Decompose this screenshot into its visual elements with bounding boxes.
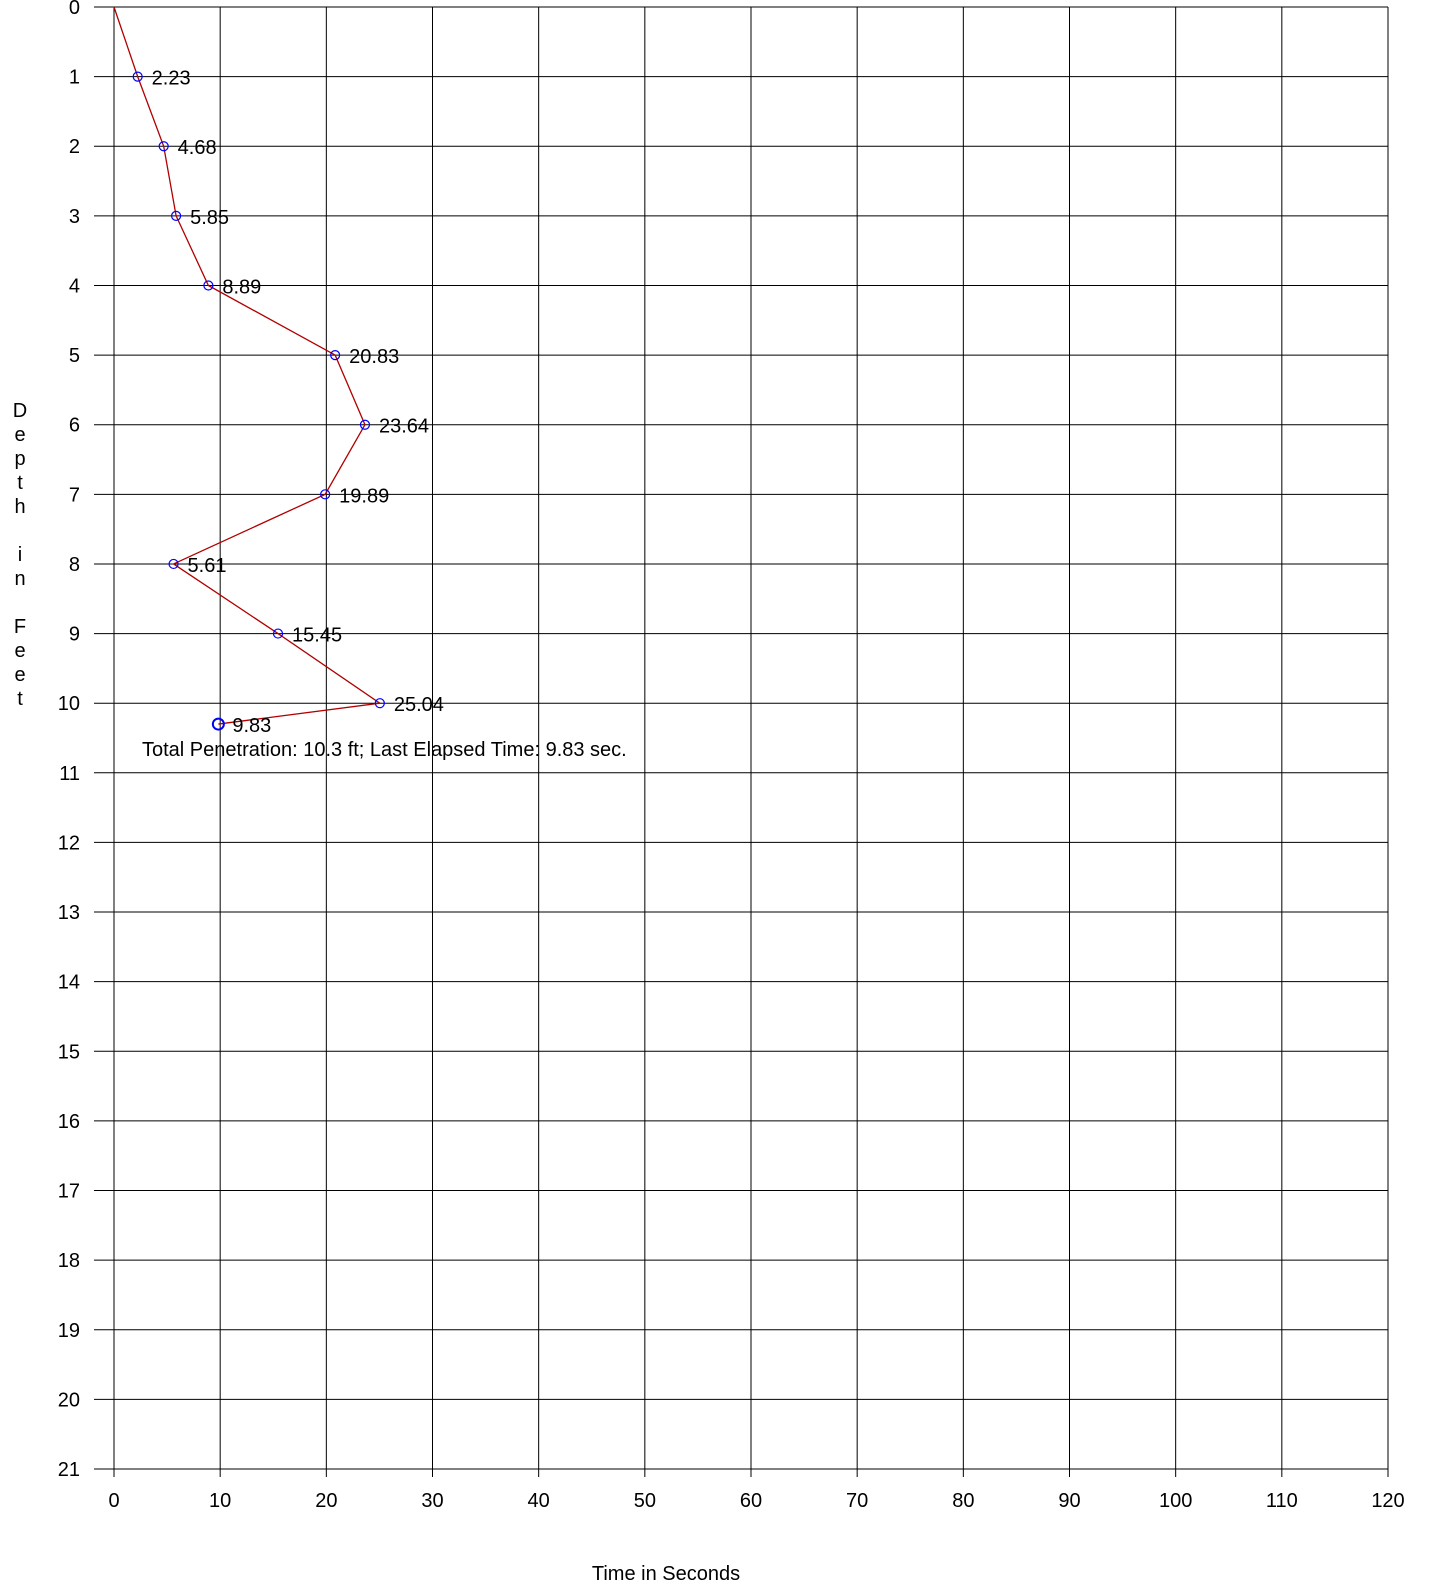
y-tick-label: 8 [69, 554, 80, 576]
y-tick-label: 14 [58, 972, 80, 994]
data-point [359, 419, 371, 430]
y-axis-title-char: h [14, 496, 25, 518]
y-axis-title-char: e [14, 424, 25, 446]
x-axis-title: Time in Seconds [592, 1563, 740, 1585]
data-label: 5.85 [190, 207, 229, 229]
y-axis-title-char: p [14, 448, 25, 470]
y-tick-label: 10 [58, 693, 80, 715]
y-tick-label: 18 [58, 1250, 80, 1272]
x-tick-label: 40 [528, 1490, 550, 1512]
data-label: 2.23 [152, 68, 191, 90]
data-point [171, 210, 182, 221]
data-point [320, 489, 331, 500]
x-tick-label: 90 [1058, 1490, 1080, 1512]
data-label: 9.83 [232, 715, 271, 737]
y-tick-label: 3 [69, 206, 80, 228]
data-label: 5.61 [188, 555, 227, 577]
y-tick-label: 15 [58, 1041, 80, 1063]
data-labels: 2.23 4.68 5.85 8.89 20.83 23.64 19.89 5.61 15.45… [152, 68, 444, 737]
y-tick-label: 7 [69, 484, 80, 506]
x-tick-label: 120 [1371, 1490, 1404, 1512]
data-point [272, 628, 284, 639]
grid [94, 6, 1389, 1477]
total-penetration-annotation: Total Penetration: 10.3 ft; Last Elapsed… [142, 739, 627, 761]
x-tick-label: 30 [421, 1490, 443, 1512]
data-label: 15.45 [292, 625, 342, 647]
data-label: 19.89 [339, 485, 389, 507]
data-point [158, 141, 169, 152]
y-axis-title-char: i [18, 544, 22, 566]
y-tick-label: 19 [58, 1320, 80, 1342]
x-tick-label: 60 [740, 1490, 762, 1512]
tick-labels: 0 10 20 30 40 50 60 70 80 90 100 110 120012345678910… [58, 0, 1405, 1512]
y-tick-label: 5 [69, 345, 80, 367]
x-tick-label: 10 [209, 1490, 231, 1512]
x-tick-label: 0 [108, 1490, 119, 1512]
x-tick-label: 100 [1159, 1490, 1192, 1512]
series-group [113, 6, 385, 731]
y-tick-label: 20 [58, 1389, 80, 1411]
y-axis-title-char: e [14, 640, 25, 662]
data-point [374, 698, 385, 709]
data-point [211, 717, 225, 731]
data-label: 20.83 [349, 346, 399, 368]
data-point [132, 71, 143, 82]
y-tick-label: 0 [69, 0, 80, 19]
y-axis-title-char: F [14, 616, 26, 638]
y-axis-title-char: e [14, 664, 25, 686]
y-tick-label: 21 [58, 1459, 80, 1481]
data-point [330, 349, 341, 361]
y-tick-label: 16 [58, 1111, 80, 1133]
data-label: 25.04 [394, 694, 444, 716]
data-label: 8.89 [222, 276, 261, 298]
y-axis-title-char: t [17, 472, 23, 494]
y-tick-label: 17 [58, 1181, 80, 1203]
y-tick-label: 11 [59, 763, 80, 785]
y-tick-label: 12 [58, 832, 80, 854]
y-tick-label: 2 [69, 136, 80, 158]
x-tick-label: 20 [315, 1490, 337, 1512]
y-tick-label: 13 [58, 902, 80, 924]
data-label: 4.68 [178, 137, 217, 159]
y-tick-label: 4 [69, 275, 80, 297]
y-axis-title-char: t [17, 688, 23, 710]
data-point [168, 558, 179, 570]
data-point [203, 280, 214, 291]
y-tick-label: 9 [69, 624, 80, 646]
y-axis-title-char: n [14, 568, 25, 590]
data-label: 23.64 [379, 416, 429, 438]
y-axis-title-char: D [13, 400, 27, 422]
x-tick-label: 70 [846, 1490, 868, 1512]
x-tick-label: 110 [1266, 1490, 1298, 1512]
x-tick-label: 80 [952, 1490, 974, 1512]
series-line [113, 6, 382, 725]
x-tick-label: 50 [634, 1490, 656, 1512]
y-tick-label: 1 [69, 67, 80, 89]
y-tick-label: 6 [69, 415, 80, 437]
